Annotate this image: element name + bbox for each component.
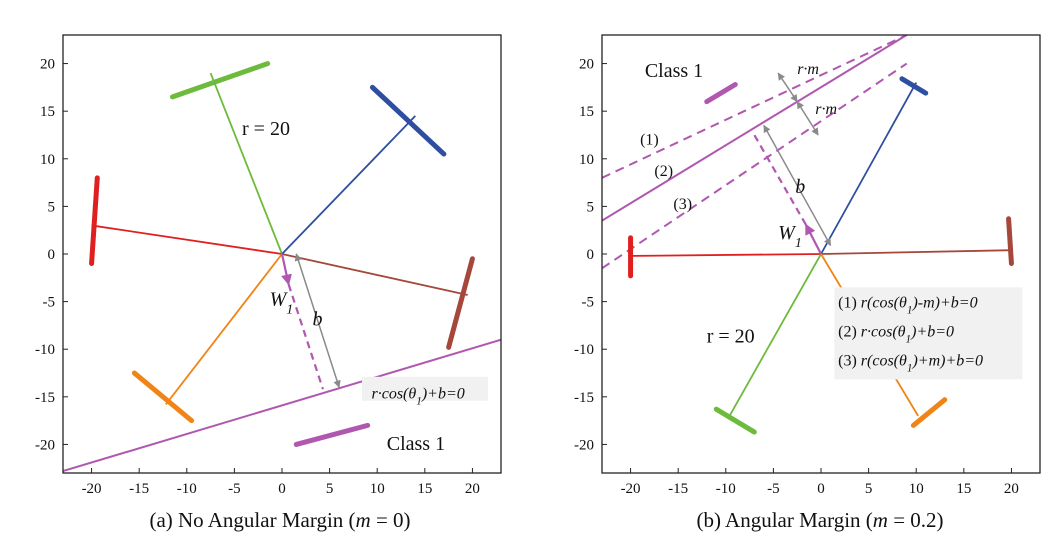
class-cluster-green (713, 406, 757, 435)
weight-vector-arrow (280, 253, 292, 286)
margin-label-2: r·m (815, 101, 837, 118)
class-cluster-orange (131, 370, 195, 424)
plot-content (63, 61, 501, 473)
class-cluster-brown (1006, 216, 1014, 267)
class-cluster-purple (293, 422, 371, 447)
bias-label: b (312, 308, 322, 330)
x-tick-label: 5 (865, 481, 873, 497)
class-label: Class 1 (645, 60, 703, 82)
decision-line-1 (602, 35, 908, 179)
y-tick-label: -20 (35, 437, 55, 453)
class-cluster-red (89, 175, 100, 267)
class-cluster-brown (446, 256, 475, 350)
class-vector-red (630, 253, 822, 257)
y-tick-label: 5 (587, 199, 595, 215)
y-tick-label: -15 (35, 390, 55, 406)
class-vector-blue (281, 115, 416, 255)
x-tick-label: 15 (417, 481, 432, 497)
panel-b-angular-margin: -20 -15 -10 -5 0 5 10 15 20 -20 -15 -10 -5 0 5 10 15 20 Cl… (574, 34, 1041, 532)
decision-equation-2: (2) r·cos(θ1)+b=0 (838, 323, 954, 345)
bias-dashed-segment (287, 284, 324, 390)
radius-label: r = 20 (242, 118, 290, 140)
line-label-2: (2) (654, 163, 673, 180)
x-tick-label: 0 (817, 481, 825, 497)
panel-caption: (a) No Angular Margin (m = 0) (149, 508, 410, 532)
x-tick-label: -10 (716, 481, 736, 497)
y-tick-label: 20 (579, 57, 594, 73)
panel-caption: (b) Angular Margin (m = 0.2) (696, 508, 943, 532)
plot-area: -20 -15 -10 -5 0 5 10 15 20 -20 -15 -10 -5 0 5 10 15 20 r … (35, 34, 502, 497)
margin-arrow-2 (796, 101, 819, 136)
weight-vector-arrow (804, 223, 822, 255)
class-cluster-green (170, 61, 271, 100)
y-tick-label: -5 (582, 295, 595, 311)
x-tick-label: 20 (1004, 481, 1019, 497)
x-tick-label: 10 (370, 481, 385, 497)
equation-box (361, 376, 488, 401)
y-tick-label: 10 (579, 152, 594, 168)
x-tick-label: -20 (82, 481, 102, 497)
line-label-3: (3) (673, 196, 692, 213)
class-cluster-purple (704, 82, 738, 105)
y-tick-label: -15 (574, 390, 594, 406)
bias-label: b (795, 176, 805, 198)
margin-arrow-1 (777, 72, 798, 103)
class-label: Class 1 (387, 433, 445, 455)
class-cluster-orange (910, 397, 948, 428)
line-label-1: (1) (640, 132, 659, 149)
class-vector-green (728, 253, 822, 417)
x-tick-label: -5 (767, 481, 780, 497)
weight-label: W1 (270, 288, 294, 317)
radius-label: r = 20 (707, 326, 755, 348)
decision-boundary-line (63, 338, 501, 473)
x-tick-label: -5 (228, 481, 241, 497)
class-cluster-blue (369, 84, 447, 157)
x-tick-label: 10 (909, 481, 924, 497)
decision-equation-3: (3) r(cos(θ1)+m)+b=0 (838, 352, 983, 374)
y-tick-label: -10 (574, 342, 594, 358)
plot-area: -20 -15 -10 -5 0 5 10 15 20 -20 -15 -10 -5 0 5 10 15 20 Cl… (574, 34, 1041, 497)
y-tick-label: 20 (40, 57, 55, 73)
plot-content (602, 35, 1014, 435)
x-tick-label: 0 (278, 481, 286, 497)
y-tick-label: -20 (574, 437, 594, 453)
class-vector-brown (820, 249, 1012, 255)
weight-label: W1 (778, 222, 802, 251)
class-vector-blue (820, 82, 918, 255)
x-tick-label: -15 (668, 481, 688, 497)
bias-distance-arrow (294, 253, 341, 389)
class-vector-brown (281, 253, 468, 296)
x-tick-label: -20 (621, 481, 641, 497)
x-tick-label: 5 (326, 481, 334, 497)
x-tick-label: 15 (956, 481, 971, 497)
y-tick-label: 15 (579, 104, 594, 120)
bias-distance-arrow (763, 124, 832, 247)
y-tick-label: -10 (35, 342, 55, 358)
y-tick-label: 5 (48, 199, 56, 215)
class-vector-green (209, 72, 283, 255)
decision-equation-1: (1) r(cos(θ1)-m)+b=0 (838, 294, 977, 316)
class-cluster-blue (899, 76, 929, 96)
decision-line-3 (602, 62, 908, 270)
y-tick-label: 0 (48, 247, 56, 263)
decision-equation: r·cos(θ1)+b=0 (372, 386, 465, 408)
y-tick-label: 15 (40, 104, 55, 120)
margin-label-1: r·m (797, 61, 819, 78)
x-tick-label: -15 (129, 481, 149, 497)
x-tick-label: 20 (465, 481, 480, 497)
decision-line-2 (602, 35, 908, 222)
y-tick-label: 0 (587, 247, 595, 263)
class-vector-orange (165, 253, 283, 405)
class-vector-red (91, 224, 283, 255)
x-tick-label: -10 (177, 481, 197, 497)
y-tick-label: -5 (43, 295, 56, 311)
panel-a-no-angular-margin: -20 -15 -10 -5 0 5 10 15 20 -20 -15 -10 -5 0 5 10 15 20 r … (35, 34, 502, 532)
equation-box (834, 287, 1023, 380)
y-tick-label: 10 (40, 152, 55, 168)
